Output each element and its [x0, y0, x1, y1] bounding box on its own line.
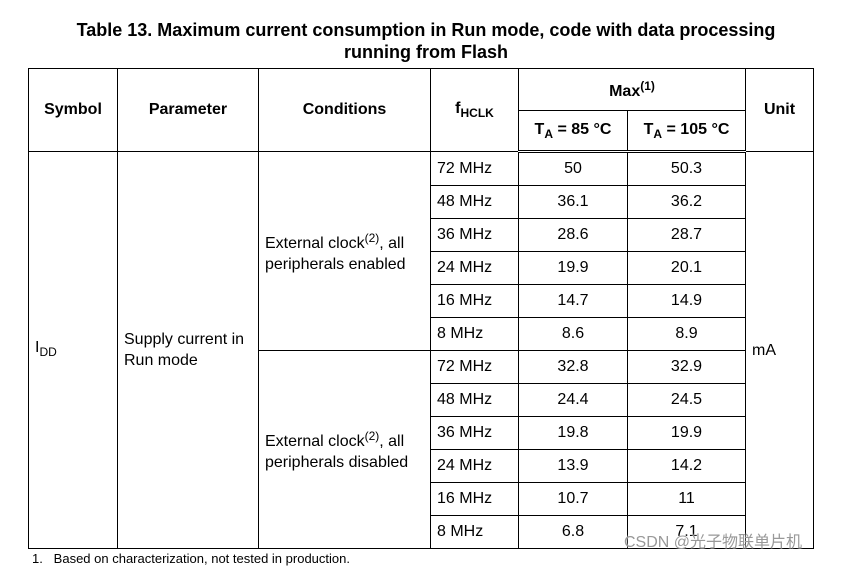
table-title: Table 13. Maximum current consumption in…: [0, 19, 852, 63]
data-row: 36 MHz 19.8 19.9: [29, 416, 814, 450]
data-row: 16 MHz 10.7 11: [29, 482, 814, 516]
value-cell: 50: [518, 151, 628, 186]
value-cell: 6.8: [518, 515, 628, 549]
value-cell: 8.6: [518, 317, 628, 351]
value-cell: 36.2: [627, 185, 746, 219]
text: External clock: [265, 433, 365, 450]
value-cell: 28.7: [627, 218, 746, 252]
data-row: 48 MHz 24.4 24.5: [29, 383, 814, 417]
value-cell: 19.9: [518, 251, 628, 285]
value-cell: 10.7: [518, 482, 628, 516]
value-cell: 7.1: [627, 515, 746, 549]
frequency-cell: 16 MHz: [430, 284, 519, 318]
header-cell: Max(1): [518, 68, 746, 111]
value-cell: 14.7: [518, 284, 628, 318]
frequency-cell: 72 MHz: [430, 350, 519, 384]
frequency-cell: 8 MHz: [430, 515, 519, 549]
note-ref: (2): [364, 429, 380, 443]
condition-cell: External clock(2), all peripherals enabl…: [258, 151, 431, 351]
symbol-cell: IDD: [28, 151, 118, 549]
data-row: 48 MHz 36.1 36.2: [29, 185, 814, 219]
header-row: TA = 85 °C TA = 105 °C: [29, 110, 814, 153]
frequency-cell: 72 MHz: [430, 151, 519, 186]
value-cell: 36.1: [518, 185, 628, 219]
header-cell: Conditions: [258, 68, 431, 152]
frequency-cell: 16 MHz: [430, 482, 519, 516]
unit-cell: mA: [745, 151, 814, 549]
text: T: [643, 120, 654, 138]
header-cell: Unit: [745, 68, 814, 152]
header-cell: Symbol: [28, 68, 118, 152]
title-line: running from Flash: [344, 42, 508, 62]
text: , all peripherals enabled: [265, 234, 406, 273]
subscript: A: [653, 126, 663, 141]
data-row: IDD Supply current in Run mode External cl…: [28, 151, 814, 549]
value-cell: 28.6: [518, 218, 628, 252]
note-ref: (2): [364, 230, 380, 245]
value-cell: 32.9: [627, 350, 746, 384]
frequency-cell: 8 MHz: [430, 317, 519, 351]
value-cell: 19.8: [518, 416, 628, 450]
value-cell: 14.9: [627, 284, 746, 318]
value-cell: 8.9: [627, 317, 746, 351]
watermark: CSDN @光子物联单片机: [624, 534, 803, 551]
text: Max: [609, 82, 641, 100]
text: = 105 °C: [662, 120, 730, 138]
value-cell: 32.8: [518, 350, 628, 384]
title-line: Table 13. Maximum current consumption in…: [76, 20, 776, 40]
text: I: [35, 339, 40, 356]
note-ref: (1): [640, 78, 655, 93]
value-cell: 14.2: [627, 449, 746, 483]
text: , all peripherals disabled: [265, 433, 409, 471]
data-row: 36 MHz 28.6 28.7: [29, 218, 814, 252]
condition-cell: External clock(2), all peripherals disab…: [258, 350, 431, 549]
value-cell: 11: [627, 482, 746, 516]
frequency-cell: 48 MHz: [430, 383, 519, 417]
frequency-cell: 48 MHz: [430, 185, 519, 219]
subscript: DD: [39, 345, 57, 359]
header-cell: TA = 105 °C: [627, 110, 746, 153]
frequency-cell: 24 MHz: [430, 449, 519, 483]
header-row: Symbol Parameter Conditions fHCLK Max(1) Unit: [28, 68, 814, 152]
frequency-cell: 24 MHz: [430, 251, 519, 285]
value-cell: 24.4: [518, 383, 628, 417]
text: External clock: [265, 234, 365, 252]
header-cell: fHCLK: [430, 68, 519, 152]
header-cell: TA = 85 °C: [518, 110, 628, 153]
value-cell: 50.3: [627, 151, 746, 186]
value-cell: 19.9: [627, 416, 746, 450]
text: = 85 °C: [553, 120, 612, 138]
frequency-cell: 36 MHz: [430, 416, 519, 450]
data-row: 8 MHz 8.6 8.9: [29, 317, 814, 351]
frequency-cell: 36 MHz: [430, 218, 519, 252]
data-row: 24 MHz 13.9 14.2: [29, 449, 814, 483]
data-row: 8 MHz 6.8 7.1: [29, 515, 814, 549]
value-cell: 20.1: [627, 251, 746, 285]
header-cell: Parameter: [117, 68, 259, 152]
parameter-cell: Supply current in Run mode: [117, 151, 259, 549]
subscript: HCLK: [460, 106, 494, 120]
value-cell: 13.9: [518, 449, 628, 483]
text: T: [534, 120, 545, 138]
text: f: [455, 100, 461, 117]
value-cell: 24.5: [627, 383, 746, 417]
table: Symbol Parameter Conditions fHCLK Max(1) Unit…: [28, 68, 814, 549]
subscript: A: [544, 126, 553, 141]
